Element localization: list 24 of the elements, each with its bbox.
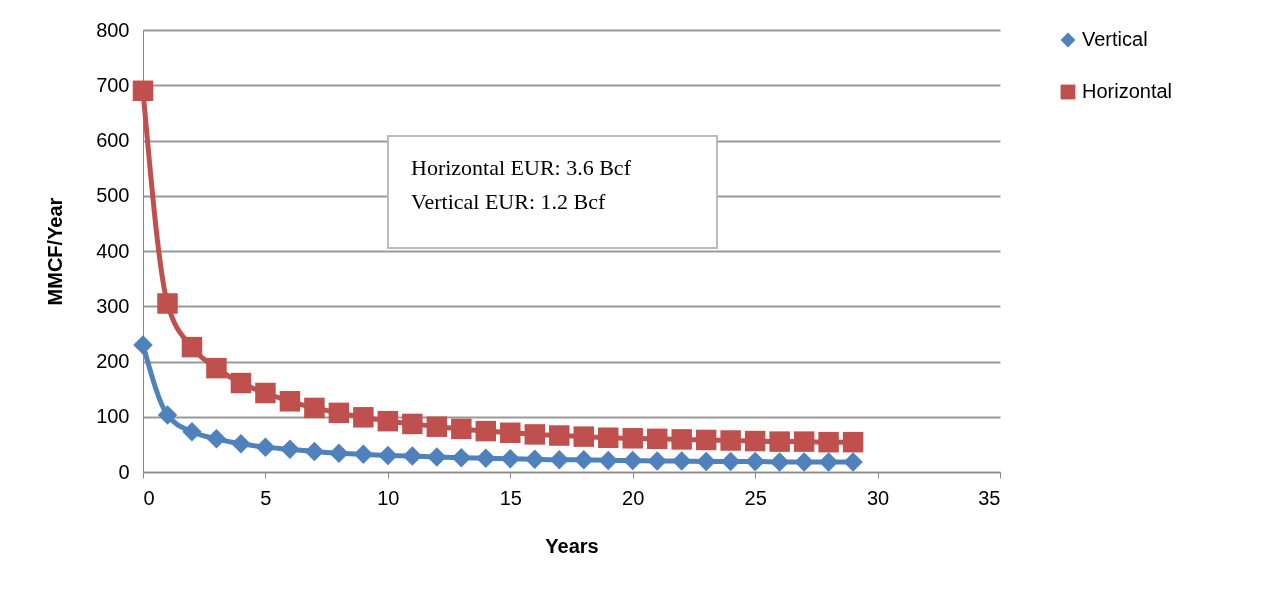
x-axis-title: Years (545, 534, 599, 557)
legend-label: Vertical (1082, 28, 1148, 50)
x-tick-label: 10 (377, 486, 400, 509)
legend-label: Horizontal (1082, 80, 1173, 102)
x-tick-label: 30 (866, 486, 890, 509)
y-tick-label: 700 (96, 73, 130, 96)
y-tick-label: 600 (96, 129, 130, 151)
x-tick-label: 0 (143, 486, 155, 509)
x-tick-label: 20 (622, 486, 645, 509)
x-tick-label: 5 (260, 486, 272, 509)
x-tick-label: 15 (499, 486, 522, 509)
annotation: Horizontal EUR: 3.6 Bcf (411, 154, 632, 182)
y-tick-label: 400 (96, 239, 130, 262)
y-tick-label: 500 (96, 184, 130, 207)
y-tick-label: 0 (118, 460, 130, 483)
y-tick-label: 200 (96, 350, 130, 372)
x-tick-label: 25 (744, 486, 767, 509)
y-tick-label: 800 (96, 18, 130, 41)
annotation: Vertical EUR: 1.2 Bcf (411, 188, 607, 216)
x-tick-label: 35 (978, 486, 1001, 509)
y-tick-label: 300 (96, 294, 130, 317)
text-box: Horizontal EUR: 3.6 Bcf Vertical EUR: 1.2 Bcf (387, 135, 718, 249)
y-axis-title: MMCF/Year (44, 197, 67, 306)
y-tick-label: 100 (96, 405, 130, 428)
